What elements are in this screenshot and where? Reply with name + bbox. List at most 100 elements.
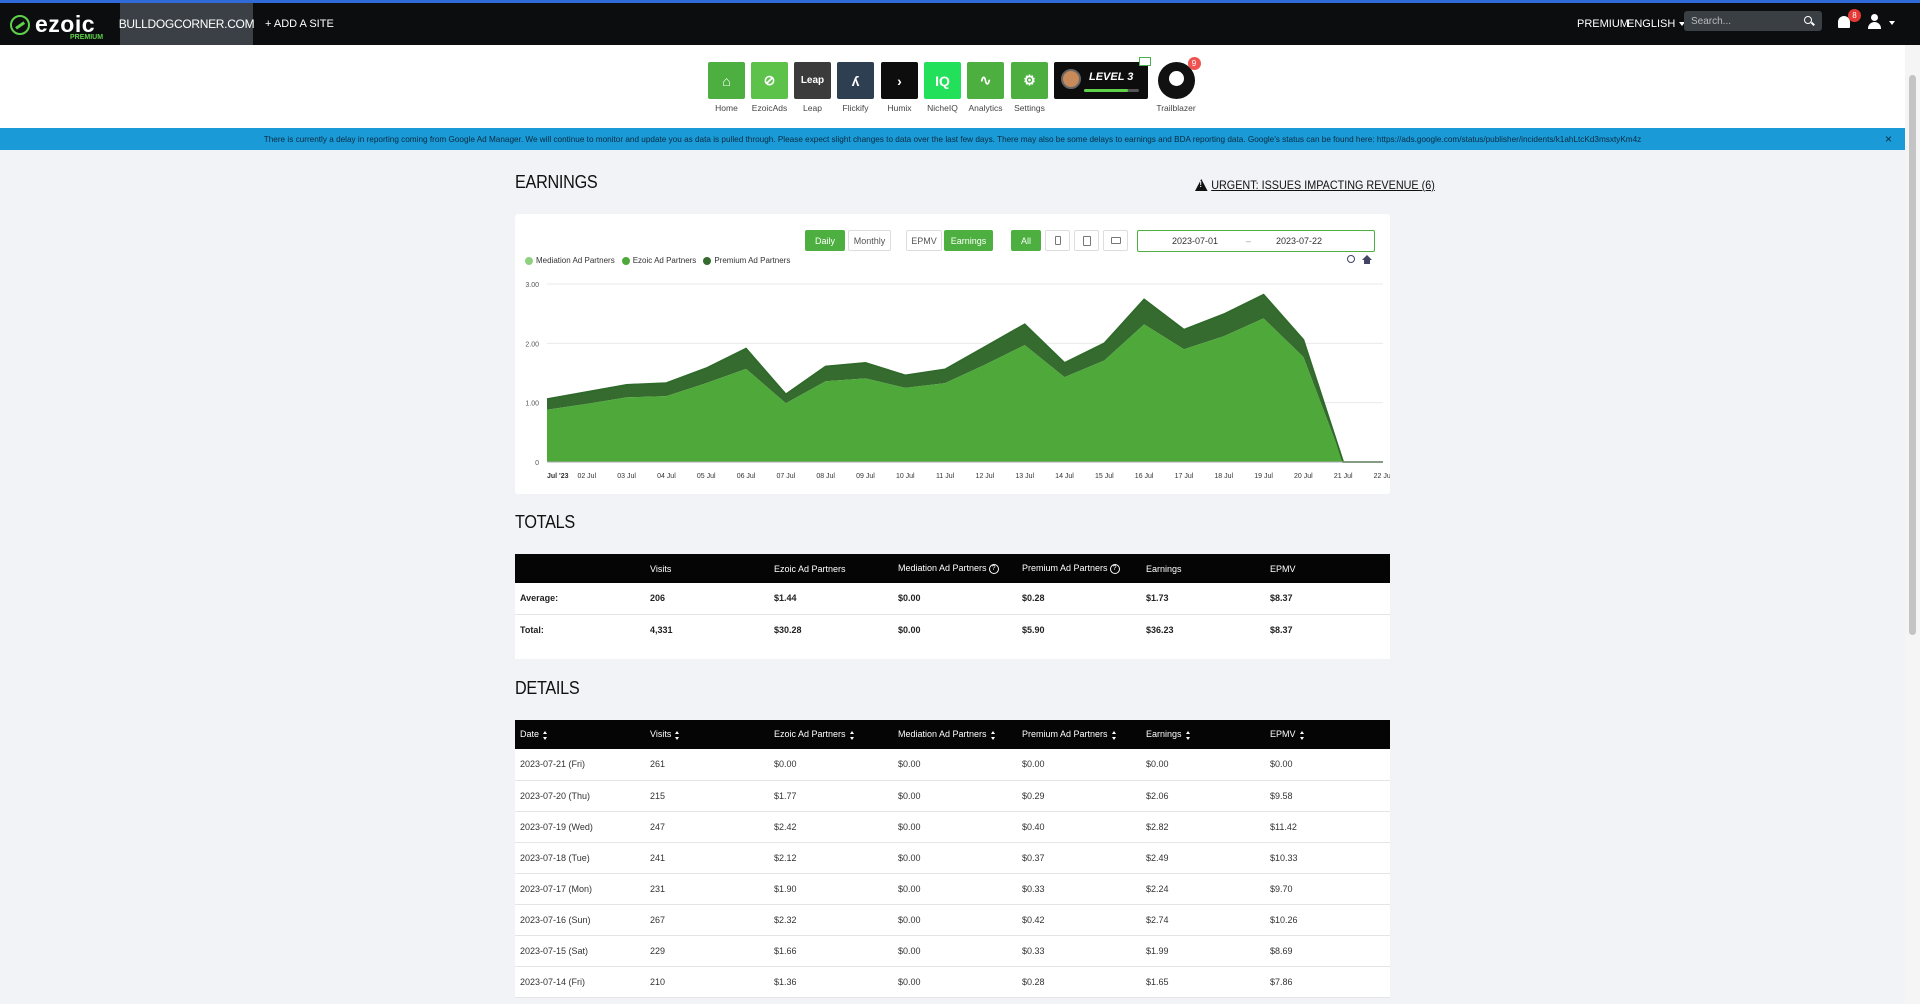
ezoic-logo[interactable]: ezoic PREMIUM — [10, 11, 110, 41]
table-cell: 229 — [645, 935, 769, 967]
sort-icon[interactable] — [675, 730, 680, 740]
table-cell: $0.00 — [893, 842, 1017, 874]
daily-button[interactable]: Daily — [805, 230, 845, 251]
legend-item[interactable]: Ezoic Ad Partners — [621, 256, 696, 265]
table-cell: $0.00 — [893, 811, 1017, 843]
level-progress-fill — [1084, 89, 1128, 92]
table-row: 2023-07-19 (Wed) 247 $2.42 $0.00 $0.40 $2.82 $… — [515, 811, 1390, 843]
zoom-icon[interactable] — [1347, 255, 1355, 263]
epmv-button[interactable]: EPMV — [906, 230, 942, 251]
table-cell: $0.00 — [893, 935, 1017, 967]
app-settings[interactable]: ⚙ Settings — [1011, 62, 1048, 113]
date-from[interactable]: 2023-07-01 — [1172, 236, 1219, 246]
table-header-row: Date Visits Ezoic Ad Partners Mediation Ad … — [515, 720, 1390, 749]
table-row: 2023-07-21 (Fri) 261 $0.00 $0.00 $0.00 $0.00 $… — [515, 749, 1390, 781]
table-cell: $0.00 — [893, 904, 1017, 936]
desktop-filter-button[interactable] — [1103, 230, 1128, 251]
app-label: Flickify — [842, 103, 869, 113]
app-home[interactable]: ⌂ Home — [708, 62, 745, 113]
x-tick-label: 17 Jul — [1175, 473, 1194, 480]
sort-icon[interactable] — [990, 730, 996, 740]
app-label: Analytics — [968, 103, 1003, 113]
monthly-button[interactable]: Monthly — [848, 230, 891, 251]
column-header-label: Ezoic Ad Partners — [774, 563, 846, 574]
app-humix[interactable]: › Humix — [881, 62, 918, 113]
column-header[interactable]: Mediation Ad Partners — [893, 720, 1017, 749]
table-cell: $2.74 — [1141, 904, 1265, 936]
totals-table: Visits Ezoic Ad Partners Mediation Ad Part… — [515, 554, 1390, 646]
tablet-filter-button[interactable] — [1074, 230, 1099, 251]
search-input[interactable] — [1684, 11, 1822, 31]
premium-link[interactable]: PREMIUM — [1577, 3, 1629, 45]
mobile-icon — [1054, 236, 1061, 245]
table-cell: $2.82 — [1141, 811, 1265, 843]
user-menu-chevron-icon[interactable] — [1889, 21, 1895, 25]
legend-item[interactable]: Mediation Ad Partners — [525, 256, 615, 265]
table-cell: 231 — [645, 873, 769, 905]
language-dropdown[interactable]: ENGLISH — [1627, 3, 1686, 45]
date-range-picker[interactable]: 2023-07-01 – 2023-07-22 — [1137, 230, 1375, 252]
legend-dot-icon — [621, 256, 630, 265]
table-cell: 2023-07-19 (Wed) — [515, 811, 645, 843]
app-analytics[interactable]: ∿ Analytics — [967, 62, 1004, 113]
mobile-filter-button[interactable] — [1045, 230, 1070, 251]
table-cell: $9.70 — [1265, 873, 1390, 905]
app-flickify[interactable]: ʎ Flickify — [837, 62, 874, 113]
column-header[interactable]: Visits — [645, 720, 769, 749]
sort-icon[interactable] — [1299, 730, 1305, 740]
close-icon[interactable]: × — [1885, 132, 1893, 146]
table-cell: $30.28 — [769, 614, 893, 646]
table-cell: $1.65 — [1141, 966, 1265, 998]
date-to[interactable]: 2023-07-22 — [1276, 236, 1323, 246]
table-cell: $1.44 — [769, 583, 893, 615]
ezoicads-icon: ⊘ — [751, 62, 788, 99]
nicheiq-icon: IQ — [924, 62, 961, 99]
sort-icon[interactable] — [1185, 730, 1191, 740]
sort-icon[interactable] — [849, 730, 855, 740]
column-header[interactable]: Earnings — [1141, 720, 1265, 749]
app-nicheiq[interactable]: IQ NicheIQ — [924, 62, 961, 113]
chart-legend: Mediation Ad Partners Ezoic Ad Partners Pr… — [525, 256, 797, 265]
table-cell: $0.29 — [1017, 780, 1141, 812]
earnings-button[interactable]: Earnings — [944, 230, 993, 251]
app-label: NicheIQ — [927, 103, 958, 113]
earnings-area-chart: 0 1.00 2.00 3.00 Jul '23 02 Jul 03 Jul 04 Jul 05… — [525, 282, 1390, 480]
mail-icon[interactable] — [1139, 57, 1151, 66]
page-scrollbar[interactable] — [1905, 45, 1920, 1004]
table-cell: $10.33 — [1265, 842, 1390, 874]
column-header[interactable]: EPMV — [1265, 720, 1390, 749]
scrollbar-thumb[interactable] — [1909, 75, 1916, 635]
date-separator: – — [1246, 236, 1252, 246]
x-tick-label: 19 Jul — [1254, 473, 1273, 480]
all-devices-button[interactable]: All — [1011, 230, 1041, 251]
table-cell: $0.33 — [1017, 935, 1141, 967]
column-header[interactable]: Date — [515, 720, 645, 749]
help-icon[interactable]: ? — [988, 563, 999, 574]
search-icon[interactable] — [1804, 16, 1812, 24]
column-header: Premium Ad Partners? — [1017, 554, 1141, 583]
column-header: Mediation Ad Partners? — [893, 554, 1017, 583]
table-cell: 2023-07-17 (Mon) — [515, 873, 645, 905]
column-header[interactable]: Ezoic Ad Partners — [769, 720, 893, 749]
app-leap[interactable]: Leap Leap — [794, 62, 831, 113]
home-icon: ⌂ — [708, 62, 745, 99]
app-label: EzoicAds — [751, 103, 788, 113]
add-site-link[interactable]: + ADD A SITE — [265, 18, 334, 30]
sort-icon[interactable] — [543, 730, 548, 740]
legend-item[interactable]: Premium Ad Partners — [703, 256, 790, 265]
user-icon[interactable] — [1867, 14, 1881, 30]
reset-zoom-home-icon[interactable] — [1362, 255, 1372, 265]
app-label: Home — [715, 103, 738, 113]
site-selector-tab[interactable]: BULLDOGCORNER.COM — [119, 3, 255, 45]
urgent-issues-link[interactable]: URGENT: ISSUES IMPACTING REVENUE (6) — [1195, 178, 1435, 192]
level-badge[interactable]: LEVEL 3 — [1054, 62, 1148, 99]
app-ezoicads[interactable]: ⊘ EzoicAds — [751, 62, 788, 113]
app-trailblazer[interactable]: 9 Trailblazer — [1156, 57, 1201, 113]
table-cell: $0.00 — [1141, 749, 1265, 781]
help-icon[interactable]: ? — [1109, 563, 1120, 574]
sort-icon[interactable] — [1111, 730, 1117, 740]
column-header[interactable]: Premium Ad Partners — [1017, 720, 1141, 749]
leap-icon: Leap — [794, 62, 831, 99]
x-tick-label: 16 Jul — [1135, 473, 1154, 480]
bell-icon[interactable] — [1838, 16, 1850, 28]
